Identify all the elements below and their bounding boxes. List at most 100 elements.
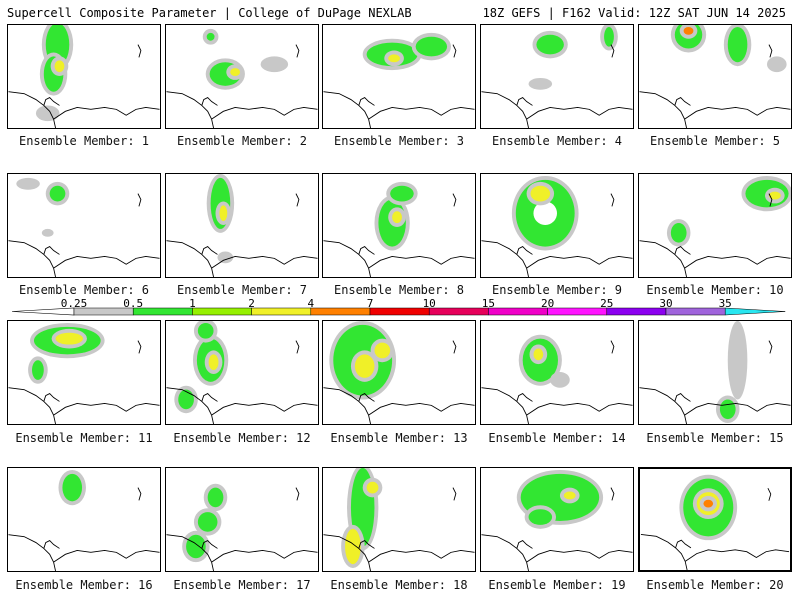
border-line — [674, 97, 691, 106]
coastline — [166, 91, 318, 128]
scp-contour-fill — [528, 509, 553, 525]
ensemble-member-panel — [480, 467, 634, 572]
border-line — [358, 97, 375, 106]
scp-contour-fill — [260, 56, 289, 73]
ensemble-member-label: Ensemble Member: 7 — [176, 283, 308, 297]
border-line — [201, 246, 218, 255]
scp-contour-fill — [178, 389, 194, 410]
coastline — [323, 387, 475, 424]
border-line — [43, 246, 60, 255]
ensemble-member-label: Ensemble Member: 1 — [18, 134, 150, 148]
coastline — [8, 240, 160, 277]
scp-contour-fill — [219, 205, 228, 222]
scp-contour-fill — [366, 481, 379, 494]
scp-contour-fill — [604, 26, 614, 47]
lake-outline — [137, 193, 142, 207]
ensemble-member-label: Ensemble Member: 11 — [15, 431, 153, 445]
color-scale-bar — [11, 307, 786, 316]
scp-contour-fill — [32, 360, 44, 380]
coastline — [166, 534, 318, 571]
lake-outline — [610, 44, 615, 58]
scp-contour-fill — [703, 499, 714, 508]
ensemble-member-panel — [165, 467, 319, 572]
scp-contour-fill — [197, 322, 214, 339]
color-scale-swatch — [251, 307, 312, 316]
lake-outline — [452, 340, 457, 354]
ensemble-member-label: Ensemble Member: 16 — [15, 578, 153, 592]
scp-map — [166, 321, 318, 424]
coastline — [481, 387, 633, 424]
scp-contour-fill — [217, 251, 234, 264]
scp-map — [323, 321, 475, 424]
border-line — [516, 393, 533, 402]
coastline — [323, 534, 475, 571]
scp-map — [166, 174, 318, 277]
scp-contour-fill — [41, 228, 54, 237]
ensemble-member-panel — [638, 173, 792, 278]
scp-map — [8, 177, 160, 277]
scp-contour-fill — [683, 26, 694, 35]
border-line — [201, 393, 218, 402]
scp-contour-fill — [536, 34, 564, 55]
coastline — [8, 387, 160, 424]
border-line — [516, 540, 533, 549]
ensemble-member-label: Ensemble Member: 18 — [330, 578, 468, 592]
border-line — [674, 393, 691, 402]
scp-contour-fill — [354, 354, 375, 378]
color-scale-tick-label: 25 — [600, 297, 614, 310]
color-scale-tick-label: 20 — [540, 297, 555, 310]
border-line — [43, 97, 60, 106]
lake-outline — [452, 44, 457, 58]
scp-contour-fill — [197, 512, 218, 532]
lake-outline — [768, 193, 773, 207]
scp-contour-fill — [390, 185, 414, 202]
scp-contour-fill — [230, 68, 241, 77]
lake-outline — [610, 193, 615, 207]
border-line — [358, 540, 375, 549]
scp-contour-fill — [766, 56, 787, 73]
color-scale-tick-label: 30 — [659, 297, 673, 310]
scp-contour-fill — [16, 177, 40, 190]
ensemble-member-label: Ensemble Member: 5 — [649, 134, 781, 148]
ensemble-member-panel — [7, 173, 161, 278]
color-scale-swatch — [606, 307, 667, 316]
coastline — [481, 534, 633, 571]
ensemble-member-label: Ensemble Member: 3 — [333, 134, 465, 148]
scp-contour-fill — [207, 487, 224, 508]
lake-outline — [610, 487, 615, 501]
scp-contour-fill — [563, 491, 576, 500]
ensemble-member-panel — [638, 467, 792, 572]
scp-map — [481, 25, 633, 128]
scp-contour-fill — [415, 36, 448, 57]
scp-contour-fill — [55, 332, 84, 345]
scp-map — [640, 474, 790, 570]
scp-contour-fill — [533, 201, 557, 226]
color-scale-tick-label: 7 — [366, 297, 374, 310]
lake-outline — [137, 44, 142, 58]
ensemble-member-label: Ensemble Member: 14 — [488, 431, 626, 445]
scp-contour-fill — [530, 185, 551, 202]
coastline — [481, 91, 633, 128]
coastline — [639, 91, 791, 128]
ensemble-member-label: Ensemble Member: 20 — [646, 578, 784, 592]
scp-contour-fill — [768, 191, 781, 200]
coastline — [640, 533, 790, 570]
scp-map — [481, 469, 633, 571]
ensemble-member-panel — [165, 173, 319, 278]
lake-outline — [452, 487, 457, 501]
scp-contour-fill — [345, 528, 361, 565]
lake-outline — [295, 193, 300, 207]
ensemble-member-panel — [638, 320, 792, 425]
scp-contour-fill — [727, 26, 748, 63]
color-scale-swatch — [428, 307, 489, 316]
ensemble-member-panel — [322, 173, 476, 278]
page-title: Supercell Composite Parameter | College … — [7, 6, 412, 20]
ensemble-member-label: Ensemble Member: 13 — [330, 431, 468, 445]
ensemble-member-panel — [7, 24, 161, 129]
color-scale-swatch — [310, 307, 371, 316]
border-line — [516, 246, 533, 255]
lake-outline — [295, 44, 300, 58]
scp-contour-fill — [62, 473, 83, 502]
scp-contour-fill — [374, 342, 391, 359]
border-line — [43, 540, 60, 549]
